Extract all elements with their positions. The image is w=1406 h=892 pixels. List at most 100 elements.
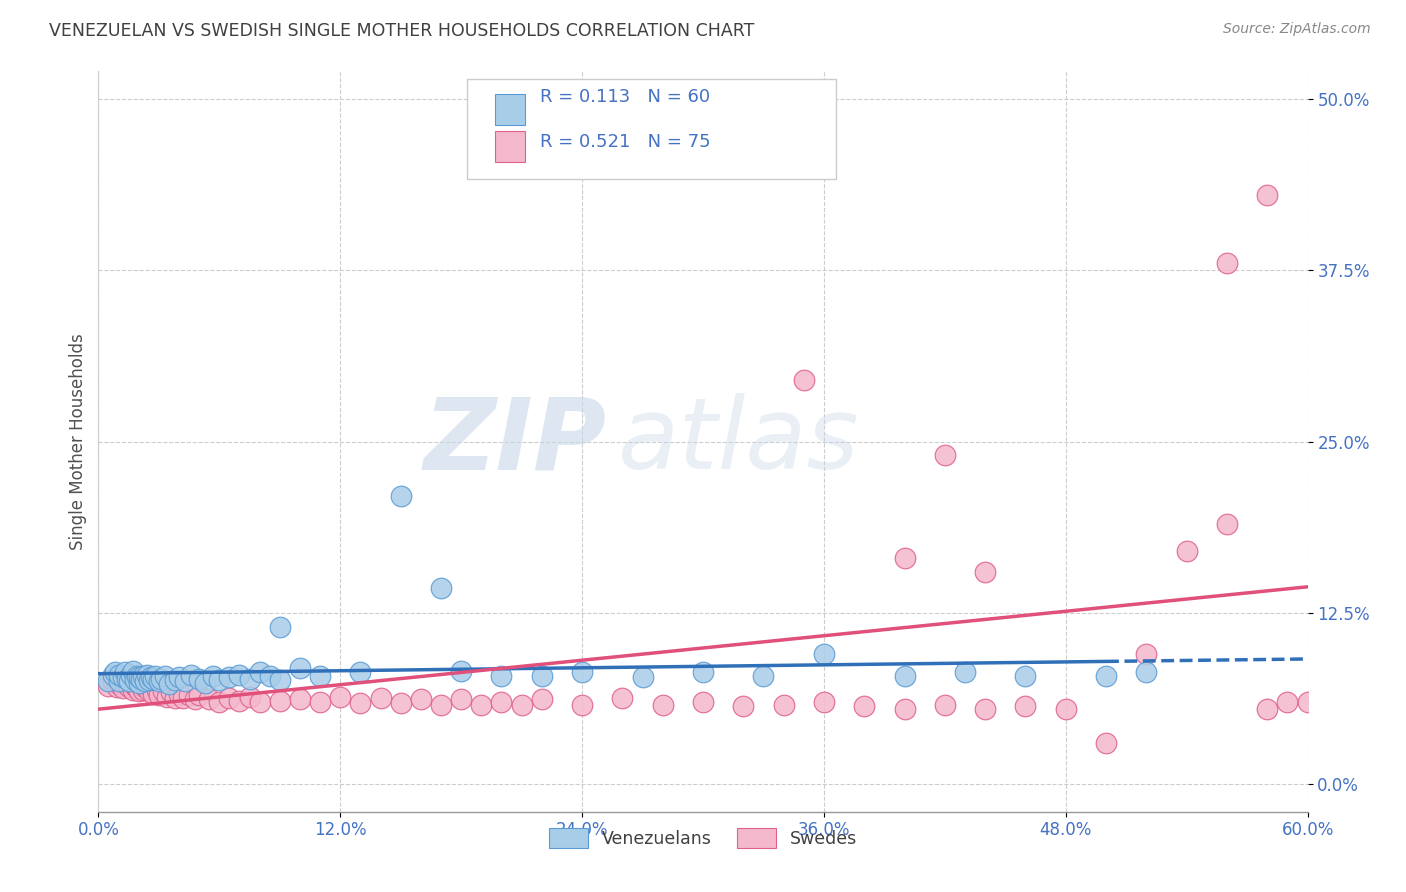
Point	[129, 679, 152, 693]
Point	[329, 690, 352, 704]
Point	[208, 673, 231, 687]
Point	[349, 697, 371, 711]
Point	[124, 679, 146, 693]
Point	[107, 667, 129, 681]
Point	[142, 672, 165, 686]
Text: R = 0.521   N = 75: R = 0.521 N = 75	[540, 133, 710, 151]
Point	[934, 698, 956, 712]
Point	[853, 699, 876, 714]
Point	[1095, 736, 1118, 750]
Point	[142, 687, 165, 701]
Point	[893, 551, 915, 566]
Point	[120, 677, 142, 691]
Point	[1175, 544, 1198, 558]
Point	[571, 698, 593, 712]
Point	[111, 681, 134, 696]
Point	[288, 661, 311, 675]
Text: atlas: atlas	[619, 393, 860, 490]
Point	[389, 489, 412, 503]
Point	[370, 690, 392, 705]
Point	[631, 670, 654, 684]
FancyBboxPatch shape	[495, 131, 526, 162]
Point	[179, 688, 201, 702]
Point	[491, 695, 513, 709]
Point	[1054, 702, 1077, 716]
Point	[163, 690, 186, 705]
Point	[813, 647, 835, 661]
Point	[228, 694, 250, 708]
Point	[571, 665, 593, 679]
Point	[974, 565, 997, 579]
Point	[249, 665, 271, 679]
Text: Source: ZipAtlas.com: Source: ZipAtlas.com	[1223, 22, 1371, 37]
Point	[128, 684, 150, 698]
Point	[97, 674, 120, 689]
Point	[612, 690, 634, 705]
Point	[288, 692, 311, 706]
Point	[530, 669, 553, 683]
Point	[1095, 669, 1118, 683]
Point	[111, 670, 134, 684]
Point	[651, 698, 673, 712]
Point	[105, 680, 128, 694]
Point	[174, 674, 197, 689]
Point	[269, 694, 291, 708]
Point	[180, 667, 202, 681]
Point	[120, 667, 142, 681]
Point	[450, 692, 472, 706]
Point	[153, 669, 176, 683]
Point	[115, 672, 138, 686]
Point	[156, 690, 179, 704]
Point	[1216, 516, 1239, 531]
Point	[259, 669, 281, 683]
Point	[138, 684, 160, 698]
Point	[1135, 647, 1157, 661]
Point	[128, 676, 150, 690]
Point	[107, 674, 129, 689]
Point	[1014, 699, 1036, 714]
Point	[752, 669, 775, 683]
Point	[157, 677, 180, 691]
Point	[128, 670, 150, 684]
Point	[167, 670, 190, 684]
Point	[893, 669, 915, 683]
Point	[202, 669, 225, 683]
Point	[430, 581, 453, 595]
Point	[1014, 669, 1036, 683]
Point	[1135, 665, 1157, 679]
Point	[118, 674, 141, 689]
Text: VENEZUELAN VS SWEDISH SINGLE MOTHER HOUSEHOLDS CORRELATION CHART: VENEZUELAN VS SWEDISH SINGLE MOTHER HOUS…	[49, 22, 755, 40]
Point	[124, 673, 146, 687]
Point	[430, 698, 453, 712]
Point	[146, 682, 169, 697]
Point	[125, 669, 148, 683]
Point	[125, 681, 148, 696]
Point	[530, 692, 553, 706]
Point	[97, 679, 120, 693]
Point	[172, 690, 194, 705]
Point	[228, 667, 250, 681]
Point	[184, 692, 207, 706]
Point	[733, 699, 755, 714]
Point	[143, 669, 166, 683]
Point	[953, 665, 976, 679]
Point	[349, 665, 371, 679]
Point	[1296, 695, 1319, 709]
Point	[160, 685, 183, 699]
Point	[121, 682, 143, 697]
Point	[772, 698, 794, 712]
Point	[1256, 187, 1278, 202]
Point	[138, 673, 160, 687]
Point	[167, 687, 190, 701]
Point	[134, 674, 156, 689]
Point	[118, 680, 141, 694]
Point	[239, 672, 262, 686]
Point	[793, 373, 815, 387]
Point	[101, 667, 124, 681]
Point	[194, 676, 217, 690]
Point	[218, 690, 240, 705]
Point	[188, 688, 211, 702]
Point	[450, 664, 472, 678]
Point	[239, 690, 262, 704]
Point	[152, 684, 174, 698]
